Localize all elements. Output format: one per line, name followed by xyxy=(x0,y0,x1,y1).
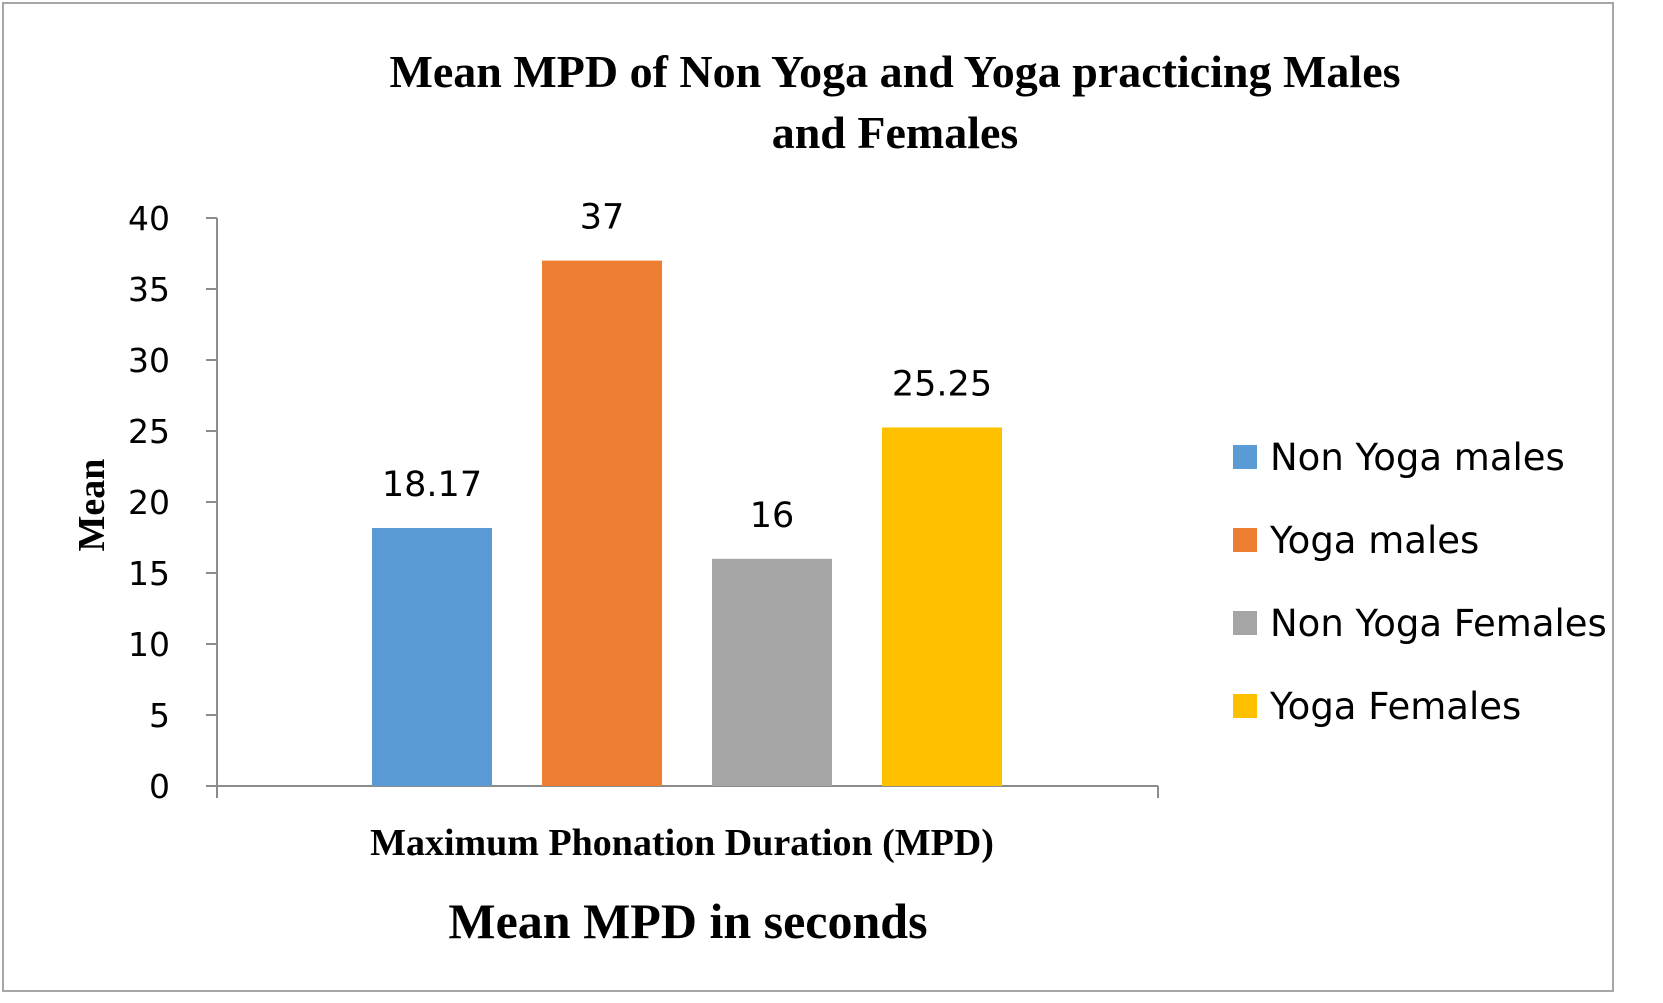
x-axis-label: Maximum Phonation Duration (MPD) xyxy=(370,822,994,864)
legend-swatch xyxy=(1233,694,1257,718)
chart-frame xyxy=(2,2,1614,992)
y-axis-label: Mean xyxy=(71,459,113,552)
legend-label: Yoga males xyxy=(1269,519,1479,562)
legend-label: Non Yoga males xyxy=(1270,436,1565,479)
y-tick-label: 15 xyxy=(128,554,170,593)
data-label: 37 xyxy=(580,198,625,238)
y-tick-label: 30 xyxy=(128,341,170,380)
y-tick-label: 0 xyxy=(149,767,170,806)
legend-label: Yoga Females xyxy=(1269,685,1521,728)
data-label: 18.17 xyxy=(382,465,482,505)
bar-non-yoga-females xyxy=(712,558,832,786)
bar-yoga-males xyxy=(542,260,662,787)
y-tick-label: 40 xyxy=(128,199,170,238)
bottom-caption: Mean MPD in seconds xyxy=(448,893,927,949)
y-tick-label: 20 xyxy=(128,483,170,522)
bar-yoga-females xyxy=(882,427,1002,786)
y-tick-label: 10 xyxy=(128,625,170,664)
bar-non-yoga-males xyxy=(372,527,492,786)
legend-swatch xyxy=(1233,528,1257,552)
y-tick-label: 35 xyxy=(128,270,170,309)
legend-swatch xyxy=(1233,611,1257,635)
legend-label: Non Yoga Females xyxy=(1270,602,1607,645)
y-tick-label: 5 xyxy=(149,696,170,735)
chart-title-line-1: Mean MPD of Non Yoga and Yoga practicing… xyxy=(389,46,1400,97)
data-label: 25.25 xyxy=(892,364,992,404)
data-label: 16 xyxy=(750,496,795,536)
y-tick-label: 25 xyxy=(128,412,170,451)
legend-swatch xyxy=(1233,445,1257,469)
chart-title-line-2: and Females xyxy=(772,107,1019,158)
